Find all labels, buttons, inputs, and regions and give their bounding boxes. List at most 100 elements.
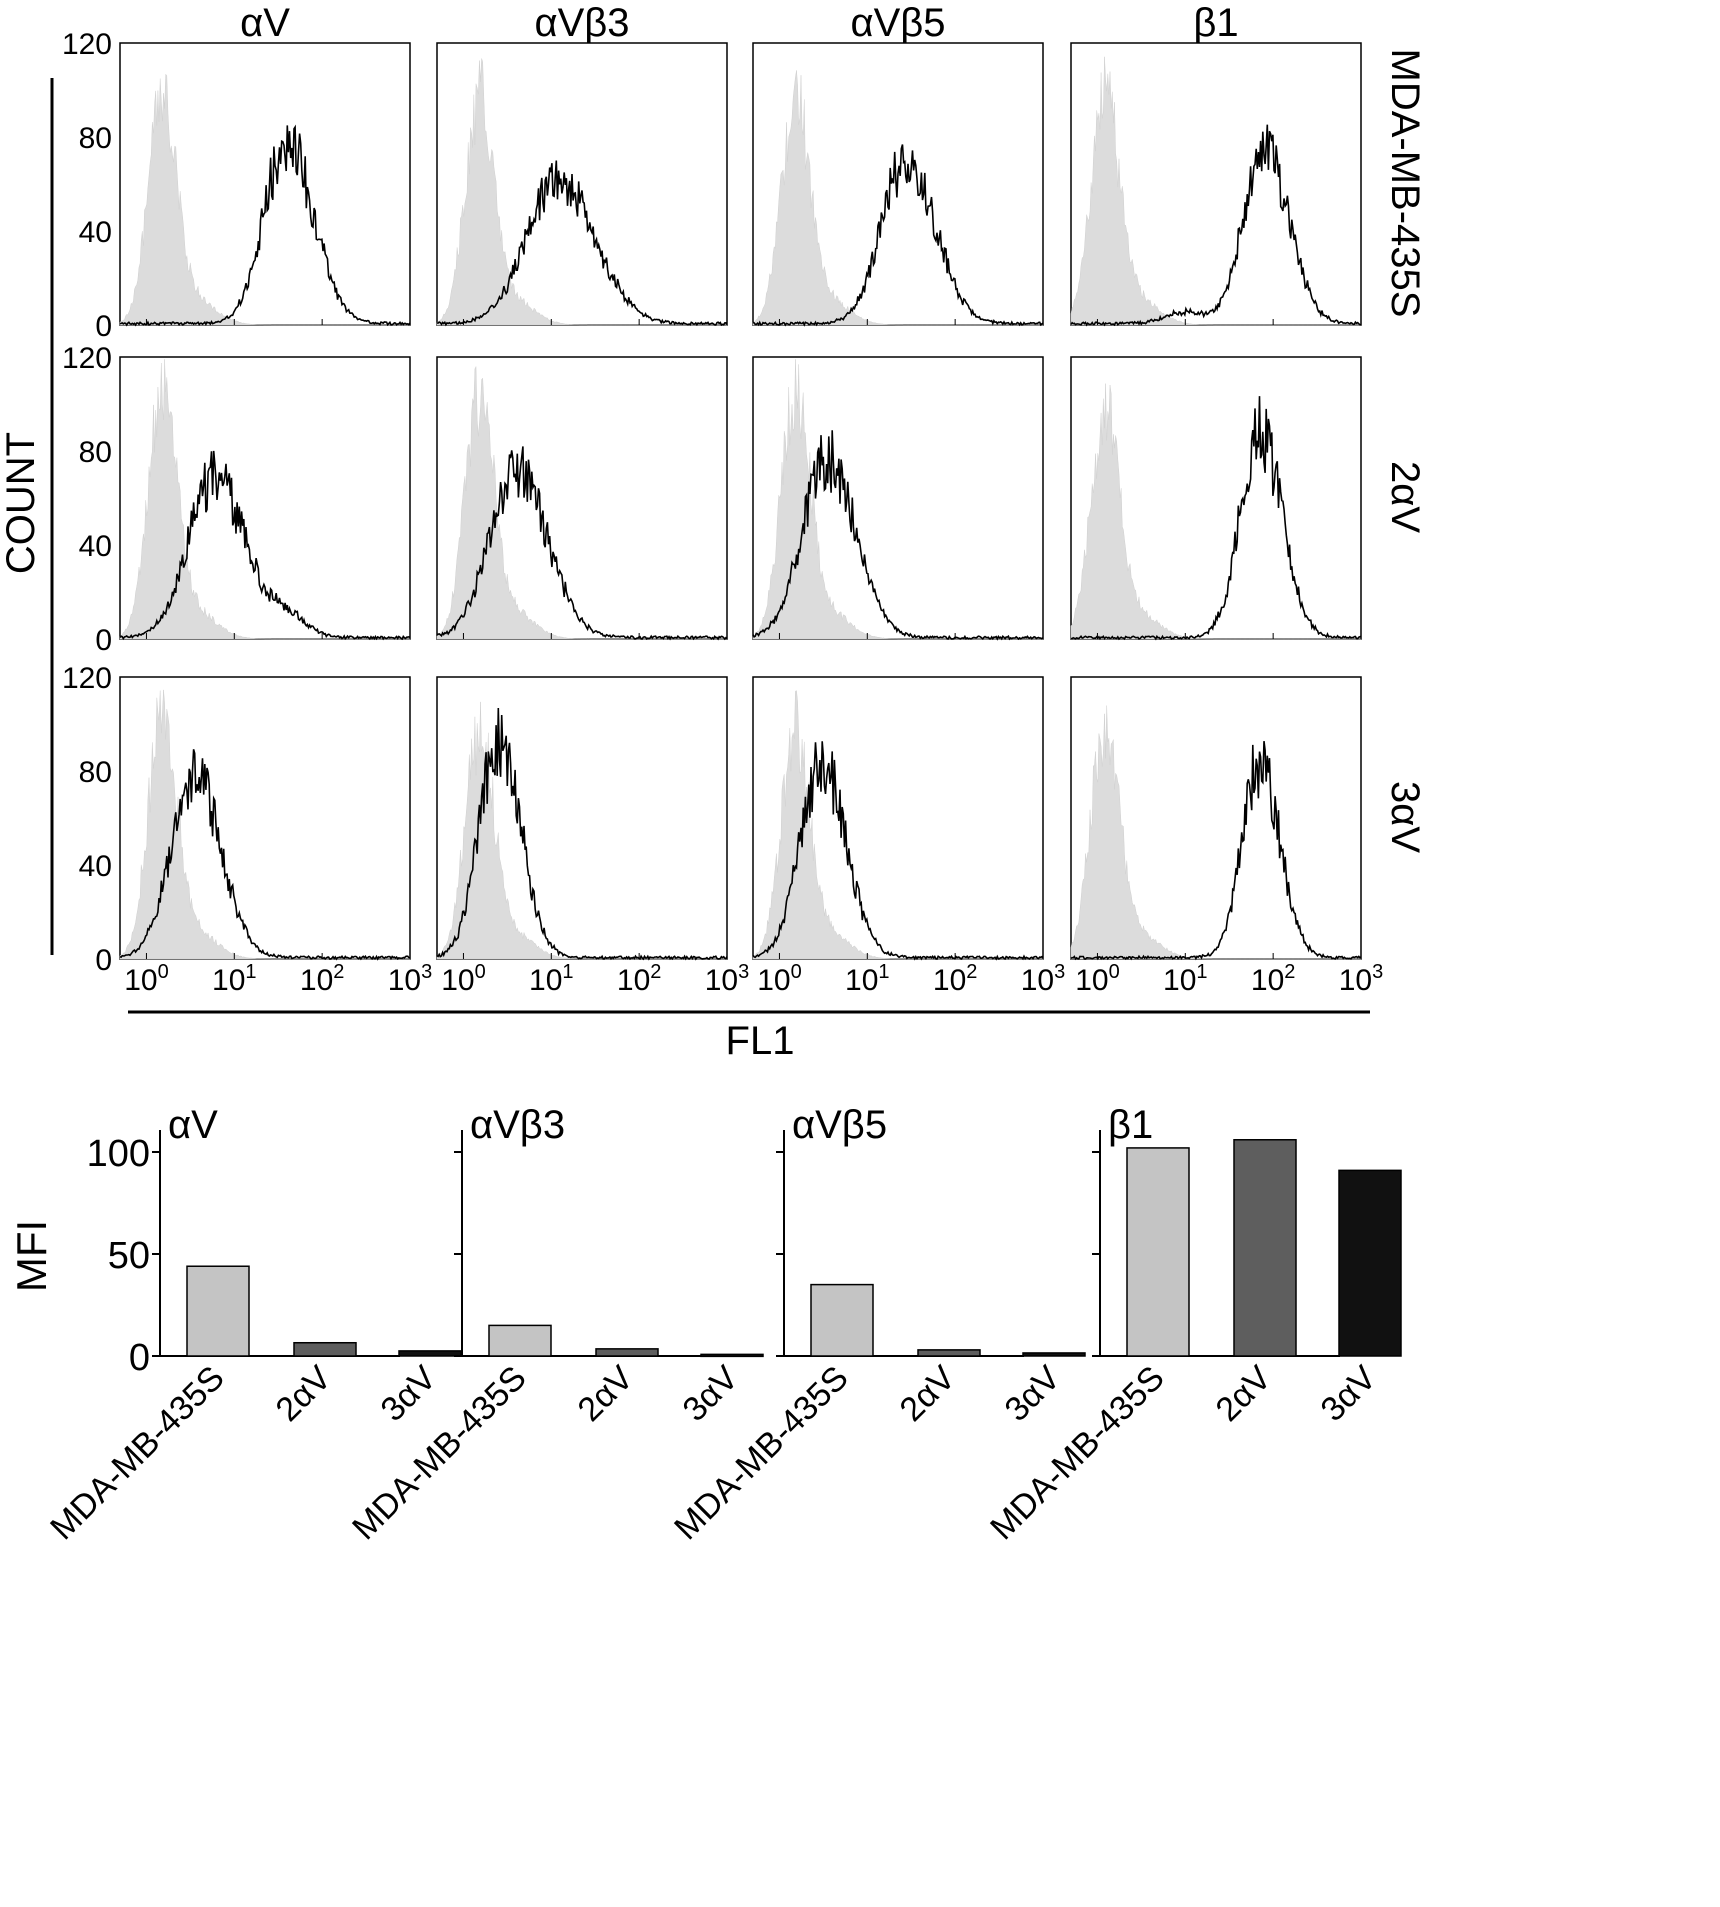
stained-histogram-line — [119, 749, 411, 961]
x-tick-label: 102 — [617, 961, 662, 997]
mfi-y-tick-label: 100 — [87, 1133, 150, 1175]
histogram-panel-r2-c1 — [436, 676, 728, 961]
x-tick-base: 10 — [1339, 964, 1372, 997]
x-tick-exponent: 3 — [738, 961, 749, 983]
histogram-panel-r0-c0 — [119, 42, 411, 327]
mfi-axis-label: MFI — [8, 1220, 55, 1292]
bar-category-label: 2αV — [892, 1359, 962, 1429]
x-tick-exponent: 3 — [1054, 961, 1065, 983]
column-title: β1 — [1193, 1, 1238, 45]
bar-category-label: 3αV — [997, 1359, 1067, 1429]
control-histogram — [1070, 705, 1361, 960]
row-label: MDA-MB-435S — [1383, 49, 1427, 318]
bar-panel-title: β1 — [1108, 1103, 1153, 1147]
x-tick-exponent: 2 — [333, 961, 344, 983]
x-tick-label: 102 — [300, 961, 345, 997]
x-tick-base: 10 — [1251, 964, 1284, 997]
column-title: αVβ5 — [850, 1, 945, 45]
control-histogram — [752, 70, 1043, 326]
stained-histogram-line — [752, 741, 1044, 961]
x-tick-label: 101 — [529, 961, 574, 997]
y-tick-label: 80 — [79, 756, 112, 789]
mfi-bar — [810, 1283, 874, 1357]
histogram-panel-r0-c1 — [436, 42, 728, 327]
bar-category-label: 3αV — [675, 1359, 745, 1429]
x-tick-base: 10 — [933, 964, 966, 997]
y-tick-label: 120 — [62, 342, 112, 375]
mfi-y-tick-label: 50 — [108, 1235, 150, 1277]
x-tick-label: 103 — [705, 961, 750, 997]
x-tick-exponent: 3 — [421, 961, 432, 983]
x-tick-base: 10 — [757, 964, 790, 997]
y-tick-label: 40 — [79, 530, 112, 563]
mfi-y-tick-label: 0 — [129, 1337, 150, 1379]
stained-histogram-line — [119, 450, 411, 641]
x-tick-exponent: 3 — [1372, 961, 1383, 983]
mfi-bar — [1022, 1352, 1086, 1357]
x-tick-exponent: 2 — [650, 961, 661, 983]
control-histogram — [1070, 56, 1361, 326]
row-label: 3αV — [1383, 781, 1427, 853]
stained-histogram-line — [1070, 741, 1362, 961]
x-tick-base: 10 — [124, 964, 157, 997]
y-tick-label: 40 — [79, 216, 112, 249]
column-title: αVβ3 — [534, 1, 629, 45]
y-tick-label: 0 — [95, 944, 112, 977]
x-tick-label: 102 — [1251, 961, 1296, 997]
y-tick-label: 40 — [79, 850, 112, 883]
x-tick-exponent: 1 — [562, 961, 573, 983]
x-tick-label: 100 — [441, 961, 486, 997]
histogram-panel-r1-c3 — [1070, 356, 1362, 641]
stained-histogram-line — [436, 160, 728, 327]
bar-category-label: 3αV — [1313, 1359, 1383, 1429]
x-tick-exponent: 0 — [791, 961, 802, 983]
mfi-bar — [917, 1349, 981, 1357]
x-tick-exponent: 0 — [1109, 961, 1120, 983]
x-tick-exponent: 0 — [158, 961, 169, 983]
mfi-bar — [1233, 1139, 1297, 1357]
mfi-bar — [700, 1353, 764, 1358]
control-histogram — [436, 58, 727, 326]
control-histogram — [119, 73, 410, 326]
mfi-bar — [293, 1341, 357, 1357]
histogram-panel-r1-c1 — [436, 356, 728, 641]
x-tick-base: 10 — [212, 964, 245, 997]
y-tick-label: 120 — [62, 662, 112, 695]
x-tick-base: 10 — [705, 964, 738, 997]
control-histogram — [752, 359, 1043, 640]
x-tick-base: 10 — [1163, 964, 1196, 997]
x-tick-label: 100 — [124, 961, 169, 997]
histogram-panel-r1-c0 — [119, 356, 411, 641]
x-tick-base: 10 — [617, 964, 650, 997]
row-label: 2αV — [1383, 461, 1427, 533]
y-tick-label: 80 — [79, 122, 112, 155]
mfi-bar — [1338, 1169, 1402, 1357]
bar-category-label: 2αV — [268, 1359, 338, 1429]
y-tick-label: 0 — [95, 310, 112, 343]
bar-panel-title: αVβ5 — [792, 1103, 887, 1147]
x-tick-base: 10 — [845, 964, 878, 997]
histogram-panel-r1-c2 — [752, 356, 1044, 641]
x-tick-label: 102 — [933, 961, 978, 997]
control-histogram — [1070, 383, 1361, 640]
bar-category-label: 3αV — [373, 1359, 443, 1429]
y-tick-label: 0 — [95, 624, 112, 657]
mfi-bar — [186, 1265, 250, 1357]
x-tick-label: 103 — [1339, 961, 1384, 997]
x-tick-label: 101 — [212, 961, 257, 997]
y-tick-label: 80 — [79, 436, 112, 469]
stained-histogram-line — [436, 707, 728, 961]
histogram-panel-r2-c2 — [752, 676, 1044, 961]
x-tick-exponent: 2 — [966, 961, 977, 983]
x-tick-label: 103 — [388, 961, 433, 997]
x-tick-exponent: 1 — [245, 961, 256, 983]
stained-histogram-line — [436, 446, 728, 641]
x-tick-label: 101 — [1163, 961, 1208, 997]
bar-category-label: 2αV — [570, 1359, 640, 1429]
x-tick-exponent: 1 — [1196, 961, 1207, 983]
x-tick-base: 10 — [529, 964, 562, 997]
flow-cytometry-histograms: αV αVβ3 αVβ5 β1 MDA-MB-435S 2αV 3αV COUNT FL1 0 40… — [0, 1, 1427, 1063]
